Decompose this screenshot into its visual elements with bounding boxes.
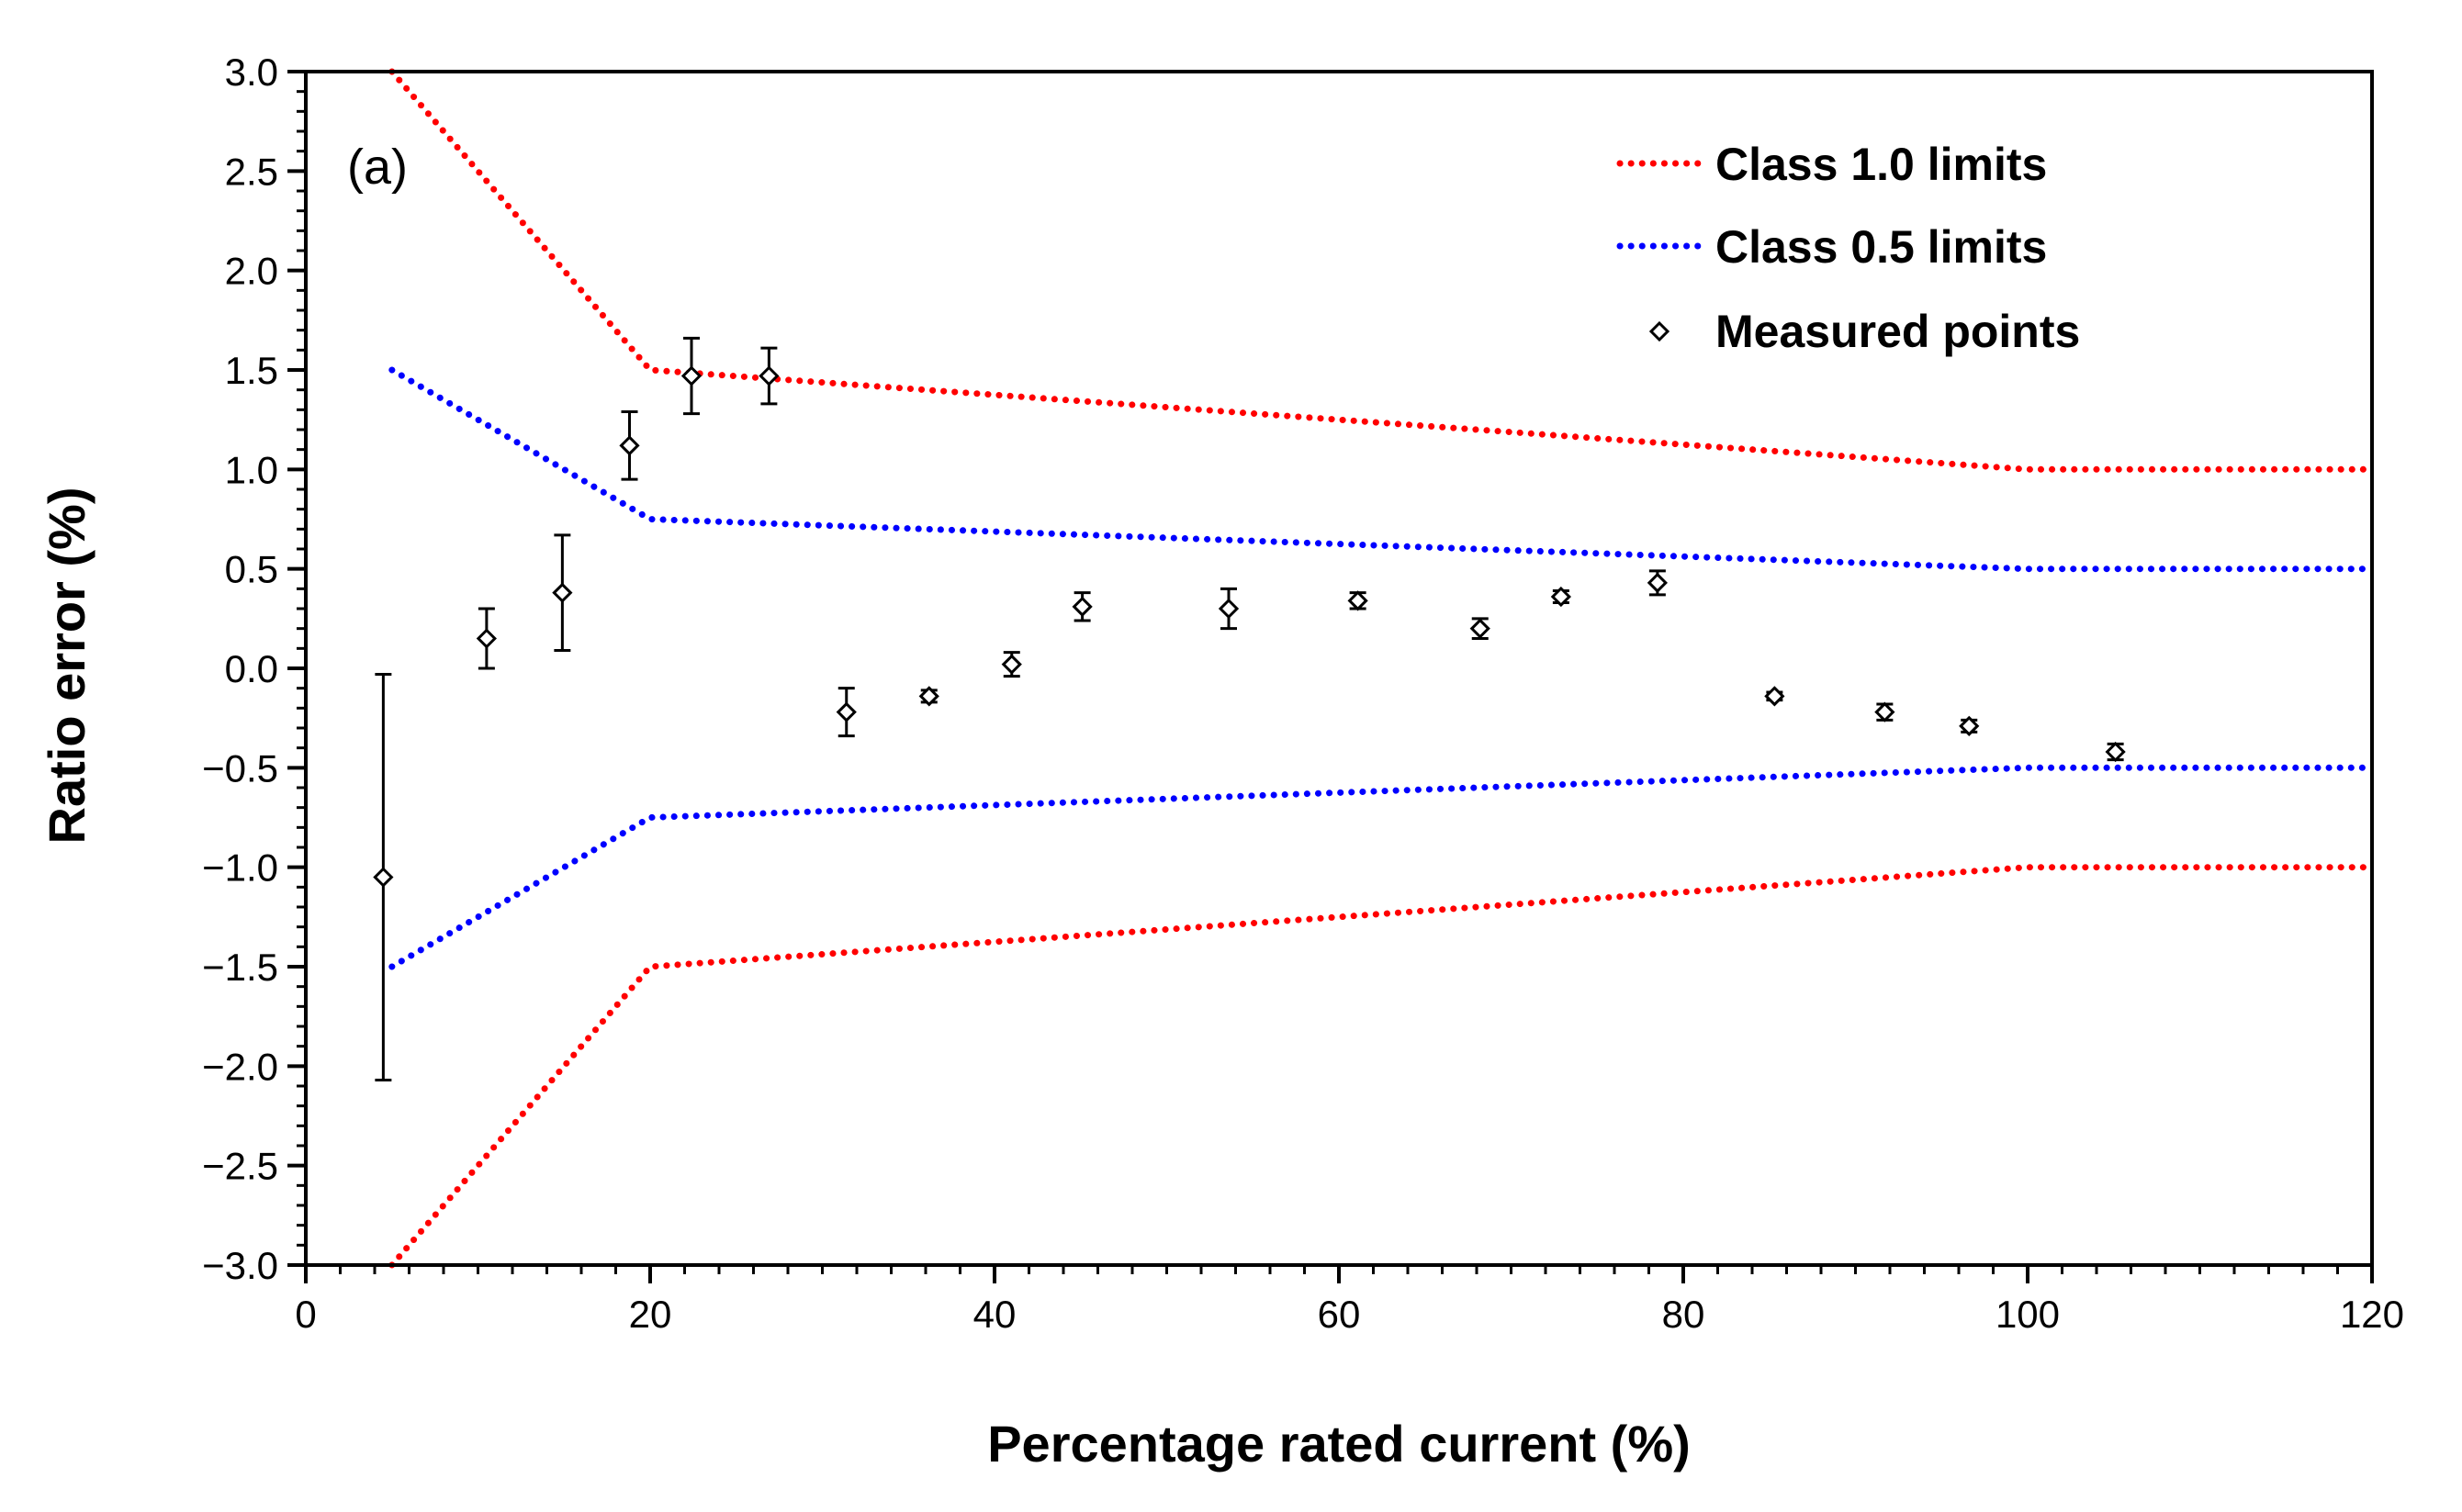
- limit-line-class-1-0-upper: [388, 68, 2376, 473]
- legend-label-class-1-0: Class 1.0 limits: [1715, 139, 2047, 190]
- y-axis-title: Ratio error (%): [38, 487, 96, 845]
- limit-line-class-1-0-lower: [388, 864, 2376, 1269]
- panel-label: (a): [347, 140, 408, 195]
- measured-point: [1647, 572, 1669, 593]
- ticks: [287, 70, 2374, 1283]
- y-tick-label: 1.5: [225, 349, 278, 392]
- measured-point: [918, 686, 939, 707]
- measured-point: [476, 628, 497, 649]
- x-tick-label: 120: [2340, 1293, 2404, 1336]
- legend: Class 1.0 limits Class 0.5 limits Measur…: [1616, 139, 2080, 357]
- y-tick-label: −2.5: [202, 1145, 278, 1188]
- measured-point: [1072, 596, 1093, 617]
- limit-line-class-0-5-upper: [388, 366, 2376, 573]
- measured-point: [619, 435, 640, 456]
- measured-markers: [373, 365, 2126, 888]
- legend-label-class-0-5: Class 0.5 limits: [1715, 221, 2047, 273]
- y-tick-label: 2.5: [225, 150, 278, 193]
- measured-point: [1001, 654, 1022, 675]
- y-tick-label: 0.5: [225, 548, 278, 591]
- x-tick-label: 0: [295, 1293, 316, 1336]
- measured-point: [552, 582, 573, 603]
- tick-labels: 0 20 40 60 80 100 120 3.0 2.5 2.0 1.5 1.0 0.5 0.0 −0.5…: [202, 50, 2404, 1336]
- legend-label-measured-points: Measured points: [1715, 306, 2080, 357]
- x-tick-label: 80: [1662, 1293, 1705, 1336]
- measured-point: [2105, 741, 2126, 763]
- measured-point: [1218, 598, 1240, 620]
- y-tick-label: −1.0: [202, 846, 278, 890]
- y-tick-label: −2.0: [202, 1045, 278, 1088]
- x-axis-title: Percentage rated current (%): [987, 1415, 1691, 1473]
- y-tick-label: −1.5: [202, 946, 278, 989]
- x-tick-label: 40: [973, 1293, 1017, 1336]
- x-tick-label: 60: [1318, 1293, 1361, 1336]
- y-tick-label: 2.0: [225, 250, 278, 293]
- x-tick-label: 20: [629, 1293, 672, 1336]
- measured-point: [1550, 586, 1572, 608]
- measured-point: [1874, 701, 1895, 722]
- measured-point: [373, 867, 394, 888]
- measured-point: [1764, 686, 1785, 707]
- y-tick-label: 0.0: [225, 647, 278, 690]
- y-tick-label: 1.0: [225, 448, 278, 491]
- limit-line-class-0-5-lower: [388, 764, 2376, 970]
- y-tick-label: −0.5: [202, 746, 278, 790]
- legend-marker-diamond: [1648, 320, 1670, 342]
- measured-point: [759, 365, 780, 386]
- measured-point: [836, 701, 857, 722]
- measured-point: [1959, 715, 1980, 736]
- x-tick-label: 100: [1995, 1293, 2060, 1336]
- y-tick-label: 3.0: [225, 50, 278, 94]
- measured-point: [1347, 590, 1368, 611]
- measured-point: [1469, 618, 1490, 639]
- limit-lines: [388, 68, 2376, 1269]
- measured-point: [680, 365, 703, 386]
- y-tick-label: −3.0: [202, 1244, 278, 1287]
